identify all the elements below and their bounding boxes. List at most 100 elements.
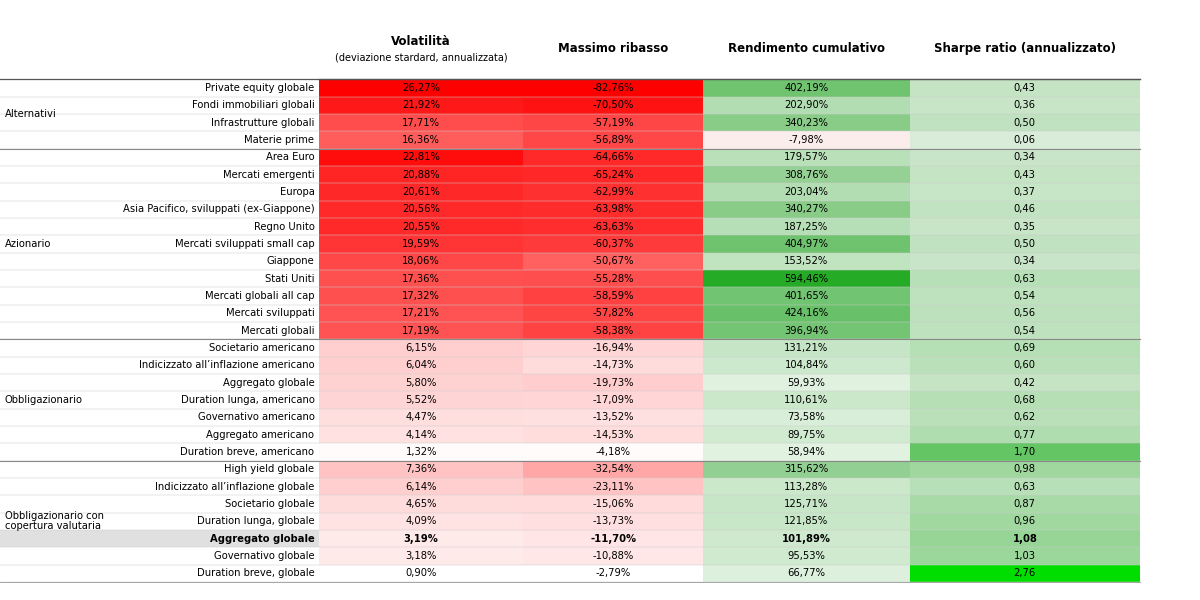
Bar bbox=[703, 374, 910, 391]
Text: 0,68: 0,68 bbox=[1014, 395, 1036, 405]
Bar bbox=[703, 166, 910, 183]
Text: 0,54: 0,54 bbox=[1014, 291, 1036, 301]
Text: Europa: Europa bbox=[280, 187, 314, 197]
Bar bbox=[703, 512, 910, 530]
Bar bbox=[523, 131, 703, 149]
Text: 0,96: 0,96 bbox=[1014, 517, 1036, 526]
Text: 104,84%: 104,84% bbox=[785, 360, 828, 370]
Text: 7,36%: 7,36% bbox=[406, 464, 437, 475]
Text: Massimo ribasso: Massimo ribasso bbox=[558, 42, 668, 55]
Text: -10,88%: -10,88% bbox=[593, 551, 634, 561]
Text: Mercati globali all cap: Mercati globali all cap bbox=[205, 291, 314, 301]
Text: Aggregato globale: Aggregato globale bbox=[210, 533, 314, 544]
Bar bbox=[319, 131, 523, 149]
Text: 315,62%: 315,62% bbox=[785, 464, 828, 475]
Bar bbox=[910, 166, 1140, 183]
Bar bbox=[319, 97, 523, 114]
Text: 401,65%: 401,65% bbox=[785, 291, 828, 301]
Text: 1,70: 1,70 bbox=[1014, 447, 1036, 457]
Bar bbox=[910, 426, 1140, 443]
Text: 1,08: 1,08 bbox=[1013, 533, 1037, 544]
Text: 58,94%: 58,94% bbox=[787, 447, 826, 457]
Text: 0,43: 0,43 bbox=[1014, 170, 1036, 179]
Text: 4,65%: 4,65% bbox=[406, 499, 437, 509]
Bar bbox=[910, 200, 1140, 218]
Bar bbox=[319, 339, 523, 356]
Bar bbox=[910, 287, 1140, 305]
Text: 187,25%: 187,25% bbox=[785, 221, 828, 232]
Text: 0,42: 0,42 bbox=[1014, 377, 1036, 388]
Bar bbox=[523, 149, 703, 166]
Bar bbox=[910, 391, 1140, 409]
Text: -70,50%: -70,50% bbox=[593, 100, 634, 110]
Text: 1,03: 1,03 bbox=[1014, 551, 1036, 561]
Bar bbox=[523, 512, 703, 530]
Bar bbox=[523, 270, 703, 287]
Bar bbox=[319, 478, 523, 496]
Text: 73,58%: 73,58% bbox=[787, 412, 826, 422]
Bar bbox=[703, 131, 910, 149]
Text: Obbligazionario: Obbligazionario bbox=[5, 395, 83, 405]
Bar bbox=[703, 461, 910, 478]
Bar bbox=[703, 79, 910, 97]
Bar bbox=[319, 496, 523, 512]
Bar bbox=[703, 530, 910, 547]
Bar bbox=[703, 426, 910, 443]
Text: 402,19%: 402,19% bbox=[785, 83, 828, 93]
Text: 0,43: 0,43 bbox=[1014, 83, 1036, 93]
Text: Area Euro: Area Euro bbox=[265, 152, 314, 162]
Text: 113,28%: 113,28% bbox=[785, 482, 828, 491]
Bar bbox=[319, 218, 523, 235]
Text: Volatilità: Volatilità bbox=[391, 35, 451, 48]
Text: 153,52%: 153,52% bbox=[785, 256, 828, 266]
Bar bbox=[319, 305, 523, 322]
Bar bbox=[703, 565, 910, 582]
Text: -7,98%: -7,98% bbox=[788, 135, 824, 145]
Bar bbox=[523, 287, 703, 305]
Text: 17,21%: 17,21% bbox=[402, 308, 440, 318]
Text: 16,36%: 16,36% bbox=[402, 135, 440, 145]
Text: -14,73%: -14,73% bbox=[593, 360, 634, 370]
Bar bbox=[910, 235, 1140, 253]
Bar bbox=[319, 149, 523, 166]
Bar bbox=[319, 356, 523, 374]
Text: -55,28%: -55,28% bbox=[593, 274, 634, 284]
Text: 203,04%: 203,04% bbox=[785, 187, 828, 197]
Text: Indicizzato all’inflazione americano: Indicizzato all’inflazione americano bbox=[139, 360, 314, 370]
Bar bbox=[319, 253, 523, 270]
Text: 340,27%: 340,27% bbox=[785, 204, 828, 214]
Text: Rendimento cumulativo: Rendimento cumulativo bbox=[728, 42, 884, 55]
Bar bbox=[910, 565, 1140, 582]
Text: 3,18%: 3,18% bbox=[406, 551, 437, 561]
Text: Duration lunga, globale: Duration lunga, globale bbox=[197, 517, 314, 526]
Bar bbox=[703, 97, 910, 114]
Text: 131,21%: 131,21% bbox=[785, 343, 828, 353]
Bar bbox=[523, 253, 703, 270]
Text: Aggregato globale: Aggregato globale bbox=[223, 377, 314, 388]
Bar bbox=[319, 391, 523, 409]
Text: 20,61%: 20,61% bbox=[402, 187, 440, 197]
Bar bbox=[703, 443, 910, 461]
Bar bbox=[523, 114, 703, 131]
Bar bbox=[523, 356, 703, 374]
Bar bbox=[910, 218, 1140, 235]
Text: 424,16%: 424,16% bbox=[785, 308, 828, 318]
Text: 19,59%: 19,59% bbox=[402, 239, 440, 249]
Text: 404,97%: 404,97% bbox=[785, 239, 828, 249]
Text: Materie prime: Materie prime bbox=[245, 135, 314, 145]
Text: 202,90%: 202,90% bbox=[785, 100, 828, 110]
Text: -57,82%: -57,82% bbox=[593, 308, 634, 318]
Text: -14,53%: -14,53% bbox=[593, 430, 634, 440]
Bar bbox=[319, 114, 523, 131]
Text: Mercati sviluppati: Mercati sviluppati bbox=[226, 308, 314, 318]
Text: -62,99%: -62,99% bbox=[593, 187, 634, 197]
Bar bbox=[319, 374, 523, 391]
Text: Governativo globale: Governativo globale bbox=[214, 551, 314, 561]
Bar bbox=[910, 131, 1140, 149]
Bar bbox=[703, 391, 910, 409]
Bar bbox=[910, 461, 1140, 478]
Text: 0,77: 0,77 bbox=[1014, 430, 1036, 440]
Text: 17,32%: 17,32% bbox=[402, 291, 440, 301]
Text: 18,06%: 18,06% bbox=[402, 256, 440, 266]
Text: Alternativi: Alternativi bbox=[5, 109, 56, 119]
